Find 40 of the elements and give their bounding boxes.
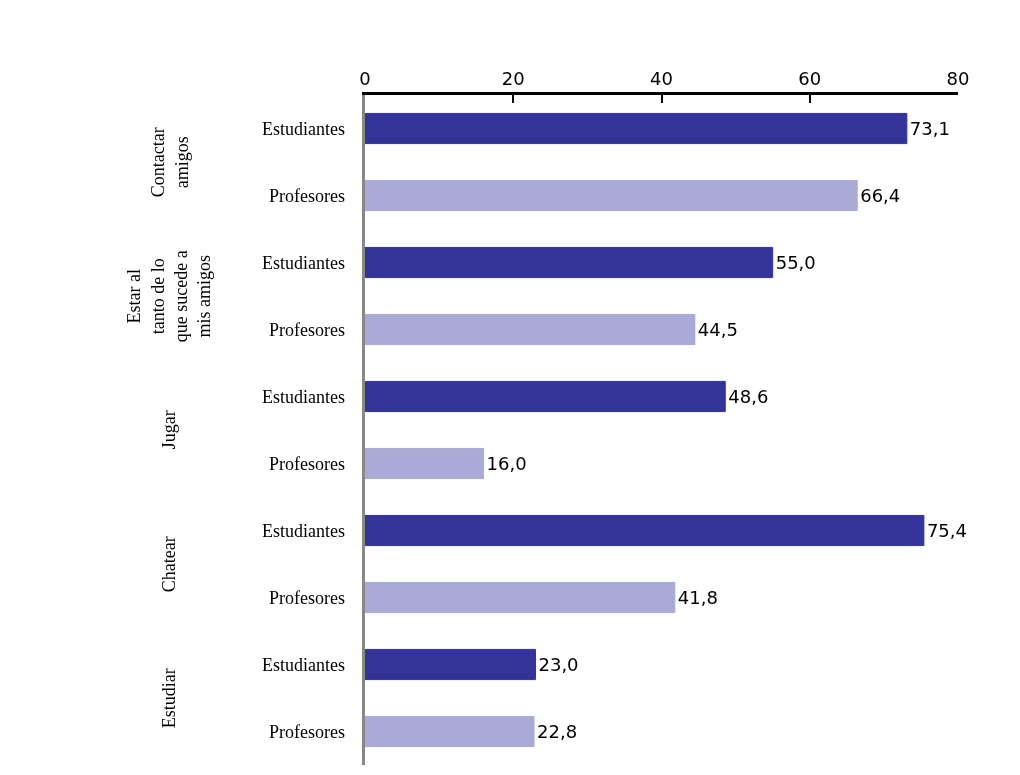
bar: [365, 112, 908, 145]
y-tick-label: Estar al tanto de lo que sucede a mis amigos: [124, 250, 215, 343]
bar: [365, 313, 696, 346]
data-label: 75,4: [926, 520, 967, 542]
bar: [365, 715, 535, 748]
series-label: Estudiantes: [262, 119, 345, 139]
text: Estudiantes: [262, 387, 345, 407]
data-label: 73,1: [909, 118, 950, 140]
data-label: 66,4: [860, 185, 901, 206]
y-tick-label: Jugar: [159, 410, 180, 450]
data-label: 23,0: [538, 654, 579, 675]
bar: [365, 581, 676, 614]
text: Profesores: [269, 588, 345, 608]
text: Estudiantes: [262, 521, 345, 541]
bar: [365, 648, 536, 681]
bar: [365, 246, 774, 279]
data-label: 44,5: [697, 319, 738, 341]
data-label: 41,8: [677, 587, 718, 609]
x-tick-label: 80: [946, 67, 970, 89]
bar: [365, 179, 858, 212]
y-tick-label: Estudiar: [159, 668, 180, 729]
x-tick-label: 0: [359, 67, 371, 89]
data-label: 16,0: [486, 453, 527, 475]
text: Estudiantes: [262, 655, 345, 675]
text: Estudiantes: [262, 253, 345, 273]
series-label: Profesores: [269, 186, 345, 206]
x-tick-label: 20: [501, 67, 525, 89]
bar: [365, 514, 925, 547]
bar: [365, 380, 726, 413]
x-tick-label: 40: [650, 67, 673, 89]
x-tick-label: 60: [798, 67, 822, 89]
data-label: 55,0: [775, 252, 816, 274]
text: Profesores: [269, 320, 345, 340]
data-label: 48,6: [728, 386, 769, 407]
text: Profesores: [269, 722, 345, 742]
y-tick-label: Contactar amigos: [148, 127, 192, 198]
y-tick-label: Chatear: [159, 536, 180, 593]
text: Profesores: [269, 454, 345, 474]
bar: [365, 447, 485, 480]
data-label: 22,8: [537, 721, 578, 742]
